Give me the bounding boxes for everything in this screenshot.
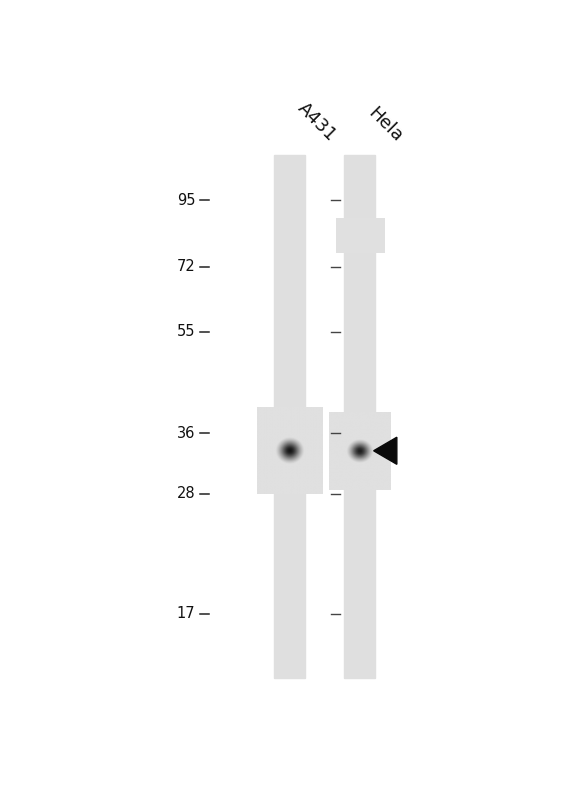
Text: 95: 95 — [177, 193, 195, 208]
Text: 28: 28 — [177, 486, 195, 502]
Text: 55: 55 — [177, 324, 195, 339]
Text: 36: 36 — [177, 426, 195, 441]
Text: A431: A431 — [294, 99, 340, 146]
Text: Hela: Hela — [364, 104, 406, 146]
Bar — [274, 154, 305, 678]
Text: 17: 17 — [177, 606, 195, 621]
Polygon shape — [373, 438, 397, 464]
Text: 72: 72 — [177, 259, 195, 274]
Bar — [344, 154, 375, 678]
